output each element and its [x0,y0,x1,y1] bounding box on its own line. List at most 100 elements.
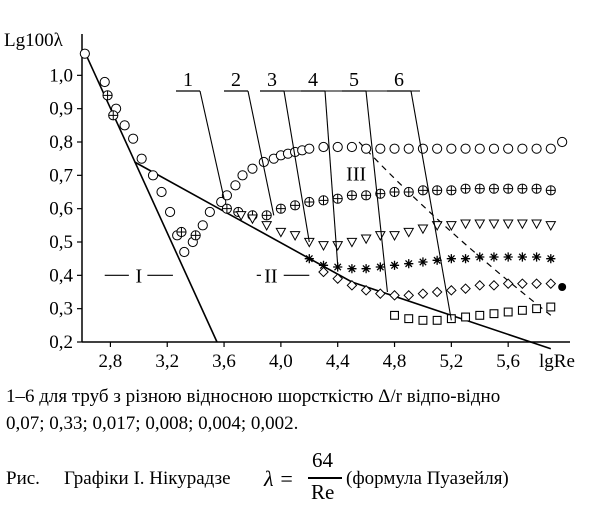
point-series-3 [247,214,258,225]
point-series-1 [375,143,386,154]
point-series-1 [237,170,248,181]
curve-label-leader [410,90,452,321]
point-series-5 [389,290,400,301]
point-series-5 [545,278,557,289]
point-series-5 [531,278,542,289]
point-series-2-cross [389,187,400,197]
x-tick-label: 4,8 [383,351,407,372]
point-series-4 [517,252,527,262]
axes: 0,2 0,3 0,4 0,5 0,6 0,7 0,8 0,9 1,0 2,8 3,2 3,6 4,0 4… [4,30,575,372]
end-point [558,283,567,291]
point-series-4 [375,262,385,272]
x-tick-label: 4,4 [326,351,350,372]
point-series-1 [247,163,258,174]
point-series-4 [404,259,414,269]
point-series-1 [136,153,147,164]
point-series-3 [275,227,287,238]
point-series-6 [503,307,513,317]
point-series-1 [545,143,556,154]
point-series-2-cross [489,184,499,194]
point-series-5 [502,278,514,289]
point-series-2-cross [446,185,456,195]
fraction-bar [308,477,342,479]
point-series-1 [361,143,372,154]
point-series-2-cross [531,184,542,194]
point-series-3 [235,211,247,221]
line-I [85,54,218,343]
point-series-3 [261,221,273,231]
point-series-6 [517,305,527,315]
point-series-5 [488,280,500,291]
figure-title: Графіки І. Нікурадзе [64,468,231,489]
point-series-3 [289,231,301,241]
figure-suffix: (формула Пуазейля) [346,468,509,489]
point-series-2-cross [432,185,442,195]
x-tick-label: 3,2 [155,351,179,372]
point-series-3 [502,219,514,230]
point-series-3 [318,241,329,251]
reference-lines [85,54,552,350]
curve-label-6: 6 [394,69,404,91]
transition-curve [358,141,552,316]
curve-label-leader [199,90,225,199]
point-series-4 [475,252,485,262]
point-series-4 [333,262,343,272]
curve-label-leader [283,90,310,243]
point-series-2-cross [347,190,357,200]
point-series-6 [404,314,414,324]
point-series-1 [179,246,190,258]
point-series-5 [446,285,457,296]
caption-line-2: 0,07; 0,33; 0,017; 0,008; 0,004; 0,002. [6,413,299,434]
y-axis-label: Lg100λ [4,30,64,51]
point-series-1 [332,141,343,153]
figure-prefix: Рис. [6,468,40,489]
y-tick-label: 0,3 [49,299,73,320]
point-series-2-cross [290,200,300,210]
data-points [79,48,568,325]
point-series-4 [432,255,442,265]
point-series-3 [488,219,500,230]
point-series-6 [432,315,442,325]
point-series-4 [531,252,542,262]
point-series-1 [417,143,429,154]
point-series-1 [346,141,358,153]
region-label: I [135,265,142,287]
region-label: III [346,164,366,186]
point-series-6 [532,304,542,314]
point-series-2-cross [102,90,113,100]
y-tick-label: 0,9 [49,99,73,120]
point-series-1 [119,120,130,131]
x-tick-label: 2,8 [99,351,123,372]
y-tick-label: 0,5 [49,232,73,253]
point-series-5 [403,290,415,301]
point-series-5 [332,273,344,284]
point-series-3 [303,237,315,248]
point-series-1 [230,180,241,191]
point-series-1 [503,143,514,154]
point-series-2-cross [404,187,414,197]
point-series-1 [389,143,400,154]
point-series-6 [546,302,556,312]
point-series-1 [403,143,414,154]
point-series-3 [531,219,543,230]
point-series-2-cross [262,210,272,220]
point-series-4 [446,254,456,264]
curve-label-1: 1 [183,69,193,91]
point-series-1 [517,143,528,154]
point-series-4 [361,264,371,274]
curve-label-leader [365,90,388,293]
point-series-5 [318,266,329,278]
point-series-1 [128,133,139,144]
point-series-2-cross [176,227,187,237]
point-series-6 [390,310,399,320]
y-tick-label: 0,6 [49,199,73,220]
point-series-1 [304,143,315,154]
curve-label-leader [247,90,275,216]
point-series-1 [488,143,500,154]
lambda-symbol: λ = [264,466,294,491]
formula-denominator: Re [311,480,335,504]
point-series-2-cross [191,230,201,240]
point-series-4 [503,252,513,262]
formula-numerator: 64 [312,448,333,472]
point-series-2-cross [333,194,343,204]
